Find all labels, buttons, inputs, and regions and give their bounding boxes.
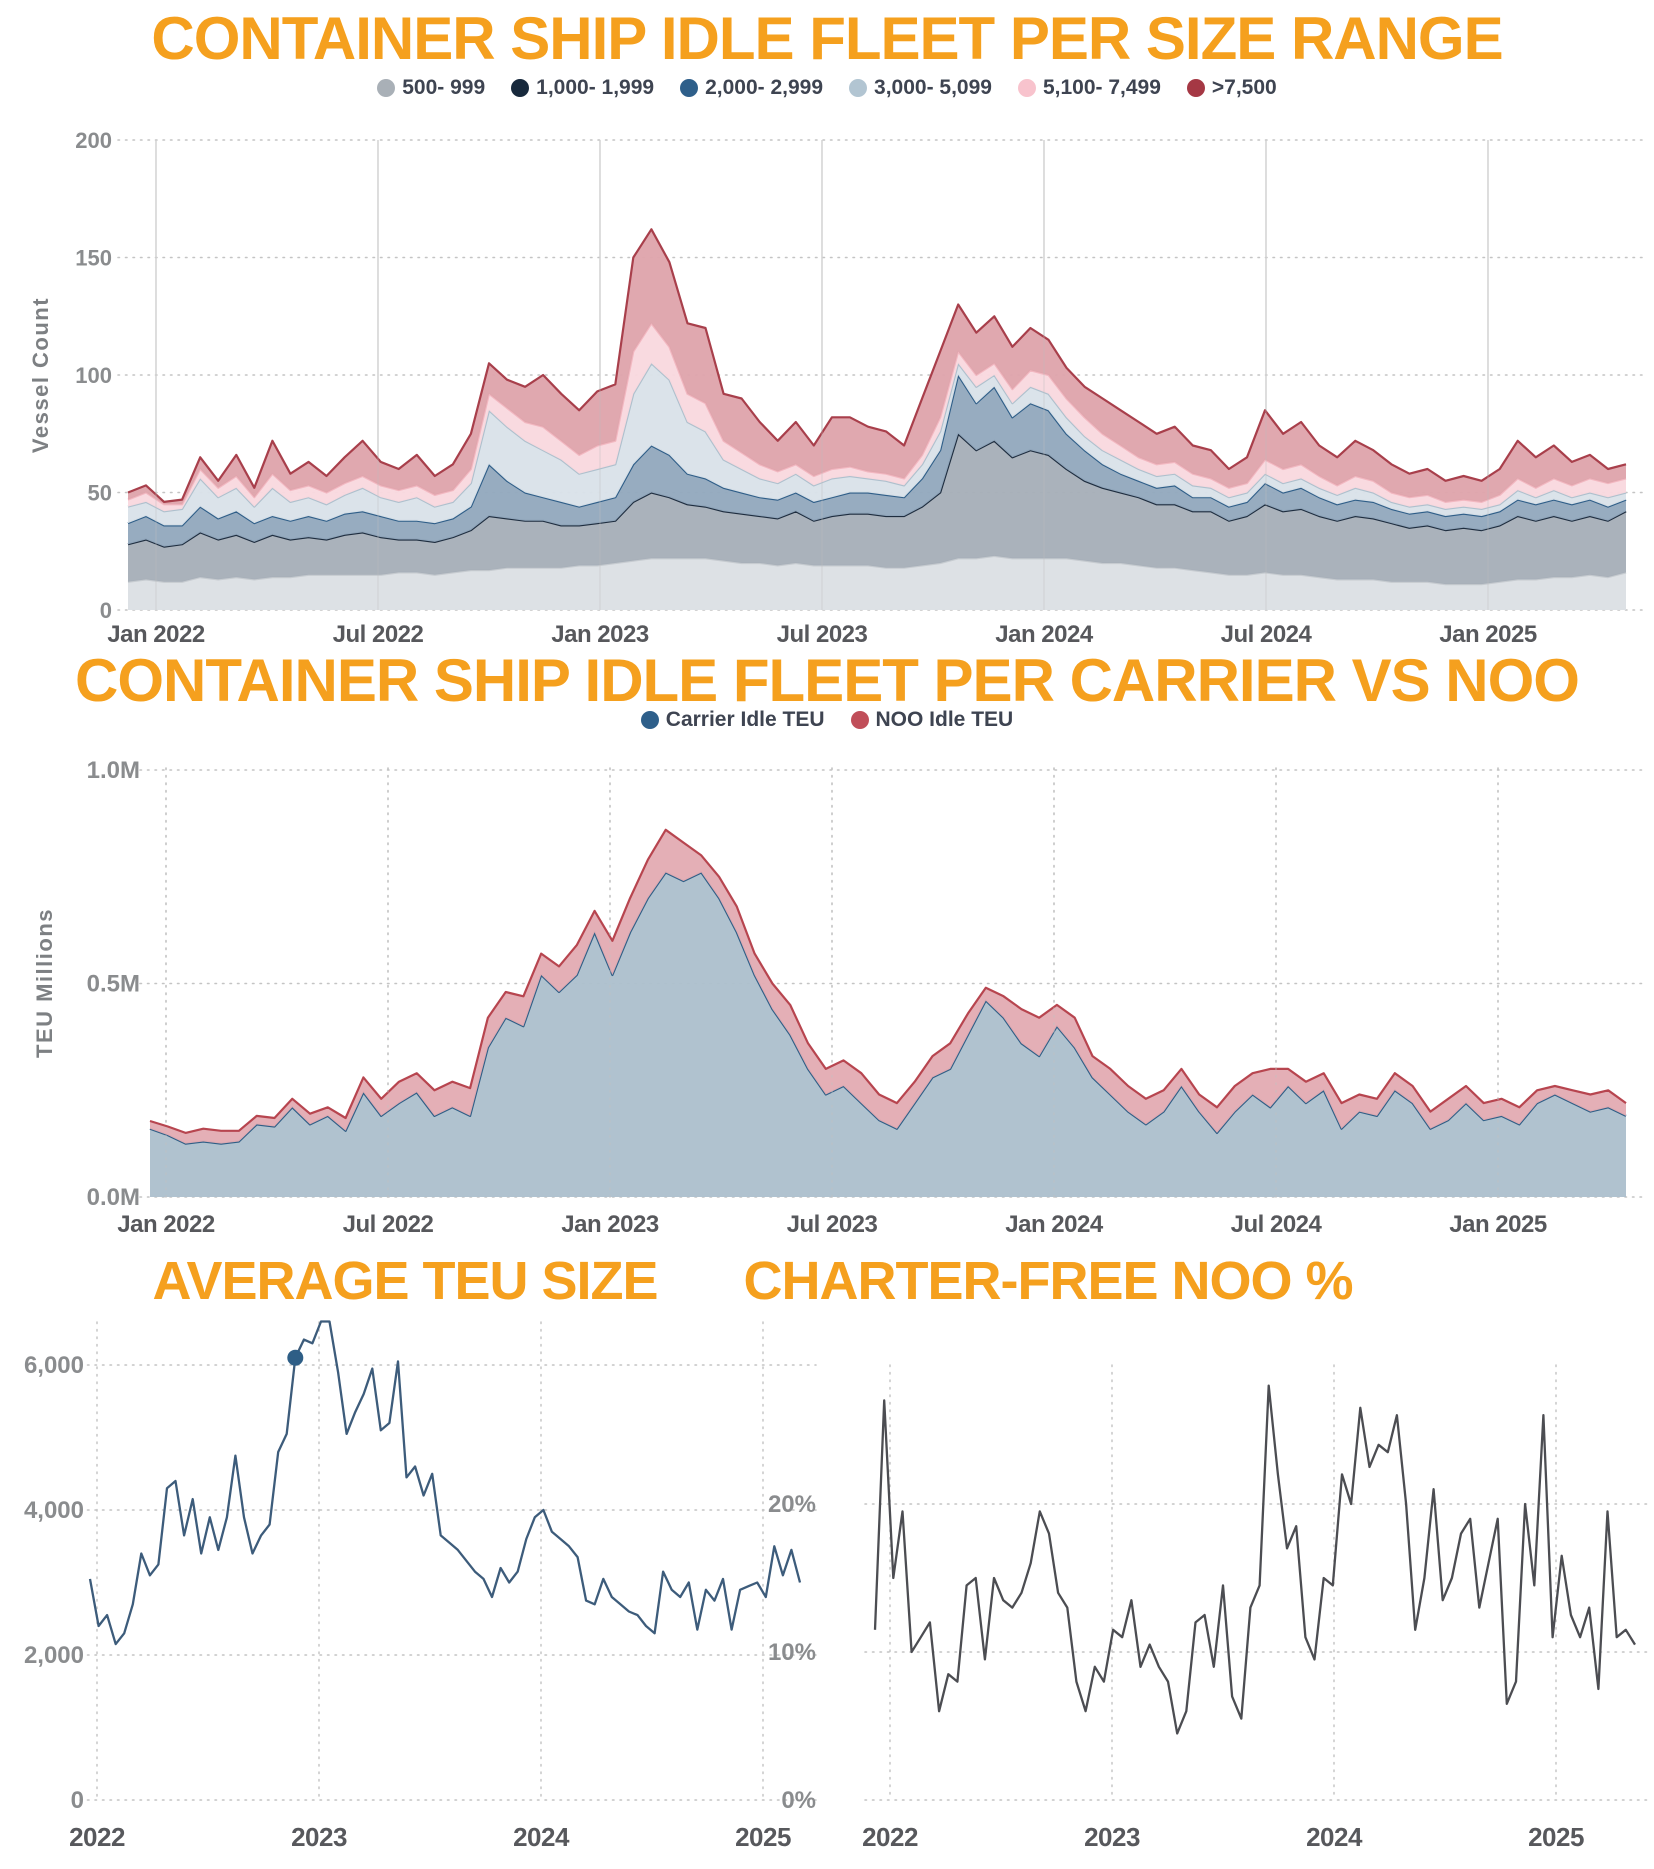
x-tick-label: 2024 <box>513 1822 570 1852</box>
area-series-NOO Idle TEU <box>150 829 1626 1144</box>
x-tick-label: Jan 2022 <box>117 1211 215 1238</box>
x-tick-label: Jan 2023 <box>551 621 649 648</box>
x-tick-label: 2023 <box>291 1822 347 1852</box>
area-series-top-line <box>127 362 1627 513</box>
legend-label: 500- 999 <box>402 76 486 99</box>
area-series-2,000- 2,999 <box>128 375 1626 547</box>
x-tick-label: Jan 2025 <box>1439 621 1537 648</box>
legend-item[interactable]: >7,500 <box>1186 76 1277 100</box>
legend-dot-icon <box>680 79 699 97</box>
legend-label: 2,000- 2,999 <box>705 76 824 99</box>
legend-dot-icon <box>1186 79 1205 97</box>
legend-label: >7,500 <box>1211 76 1277 99</box>
x-tick-label: Jul 2023 <box>777 621 868 648</box>
carrier-vs-noo-chart: 0.0M 0.5M 1.0M Jan 2022 Jul 2022 Jan 2023 Jul … <box>32 757 1643 1238</box>
x-tick-label: Jan 2023 <box>561 1211 659 1238</box>
size-range-legend: 500- 999 1,000- 1,999 2,000- 2,999 3,000- 5… <box>0 76 1654 100</box>
average-teu-size-chart: 0 2,000 4,000 6,000 2022 2023 2024 2025 <box>24 1320 817 1852</box>
legend-dot-icon <box>640 711 659 729</box>
x-tick-label: Jul 2023 <box>787 1211 878 1238</box>
legend-dot-icon <box>1017 79 1036 97</box>
area-series-top-line <box>127 228 1627 503</box>
area-series-top-line <box>127 373 1627 527</box>
x-tick-label: Jan 2024 <box>995 621 1094 648</box>
y-tick-label: 200 <box>75 128 112 153</box>
y-tick-label: 10% <box>768 1639 816 1666</box>
area-series-Carrier Idle TEU <box>150 872 1626 1197</box>
carrier-vs-noo-legend: Carrier Idle TEU NOO Idle TEU <box>0 708 1654 732</box>
idle-fleet-size-range-chart: 0 50 100 150 200 Jan 2022 Jul 2022 Jan 2023 Jul … <box>28 128 1643 648</box>
x-tick-label: 2022 <box>69 1822 125 1852</box>
y-tick-label: 0 <box>100 598 112 623</box>
y-tick-label: 4,000 <box>24 1497 84 1524</box>
x-tick-label: Jan 2025 <box>1449 1211 1547 1238</box>
area-series-500- 999 <box>128 555 1626 610</box>
legend-dot-icon <box>849 79 868 97</box>
size-range-chart-title: CONTAINER SHIP IDLE FLEET PER SIZE RANGE <box>151 5 1503 72</box>
average-teu-size-title: AVERAGE TEU SIZE <box>152 1251 658 1311</box>
line-series-Average TEU Size <box>88 1320 802 1646</box>
carrier-vs-noo-chart-title: CONTAINER SHIP IDLE FLEET PER CARRIER VS… <box>75 647 1580 714</box>
legend-label: 3,000- 5,099 <box>874 76 992 99</box>
area-series-5,100- 7,499 <box>128 323 1626 512</box>
y-tick-label: 50 <box>88 481 112 506</box>
x-tick-label: 2025 <box>735 1822 791 1852</box>
x-tick-label: 2022 <box>862 1822 918 1852</box>
x-tick-label: 2024 <box>1306 1822 1363 1852</box>
x-tick-label: 2023 <box>1084 1822 1140 1852</box>
x-tick-label: Jul 2022 <box>343 1211 434 1238</box>
y-tick-label: 0% <box>781 1787 816 1814</box>
y-tick-label: 100 <box>75 363 112 388</box>
legend-dot-icon <box>511 79 530 97</box>
legend-label: 5,100- 7,499 <box>1042 76 1161 99</box>
x-tick-label: Jul 2024 <box>1231 1211 1323 1238</box>
x-tick-label: 2025 <box>1528 1822 1584 1852</box>
legend-dot-icon <box>377 79 396 97</box>
y-tick-label: 1.0M <box>87 757 140 784</box>
legend-item[interactable]: 2,000- 2,999 <box>680 76 823 100</box>
area-series-1,000- 1,999 <box>128 433 1626 585</box>
legend-item[interactable]: 5,100- 7,499 <box>1017 76 1161 100</box>
charter-free-noo-chart: 0% 10% 20% 2022 2023 2024 2025 <box>768 1364 1652 1852</box>
legend-label: Carrier Idle TEU <box>665 708 825 731</box>
x-tick-label: Jul 2024 <box>1221 621 1313 648</box>
y-axis-title: Vessel Count <box>28 297 53 453</box>
y-axis-title: TEU Millions <box>32 908 57 1058</box>
charter-free-noo-title: CHARTER-FREE NOO % <box>743 1251 1353 1311</box>
x-tick-label: Jul 2022 <box>333 621 424 648</box>
y-tick-label: 20% <box>768 1491 816 1518</box>
legend-item[interactable]: Carrier Idle TEU <box>640 708 825 732</box>
area-series-top-line <box>149 828 1627 1134</box>
highlighted-data-point[interactable] <box>287 1349 304 1366</box>
line-series-Charter-free NOO % <box>873 1384 1636 1735</box>
legend-label: 1,000- 1,999 <box>536 76 655 99</box>
y-tick-label: 2,000 <box>24 1642 84 1669</box>
y-tick-label: 0 <box>71 1787 84 1814</box>
y-tick-label: 150 <box>75 246 112 271</box>
x-tick-label: Jan 2024 <box>1005 1211 1104 1238</box>
legend-label: NOO Idle TEU <box>875 708 1014 731</box>
legend-dot-icon <box>850 711 869 729</box>
legend-item[interactable]: 1,000- 1,999 <box>511 76 654 100</box>
x-tick-label: Jan 2022 <box>107 621 205 648</box>
legend-item[interactable]: NOO Idle TEU <box>850 708 1014 732</box>
y-tick-label: 0.5M <box>87 971 140 998</box>
y-tick-label: 0.0M <box>87 1184 140 1211</box>
y-tick-label: 6,000 <box>24 1352 84 1379</box>
area-series->7,500 <box>128 229 1626 505</box>
legend-item[interactable]: 3,000- 5,099 <box>849 76 992 100</box>
legend-item[interactable]: 500- 999 <box>377 76 485 100</box>
